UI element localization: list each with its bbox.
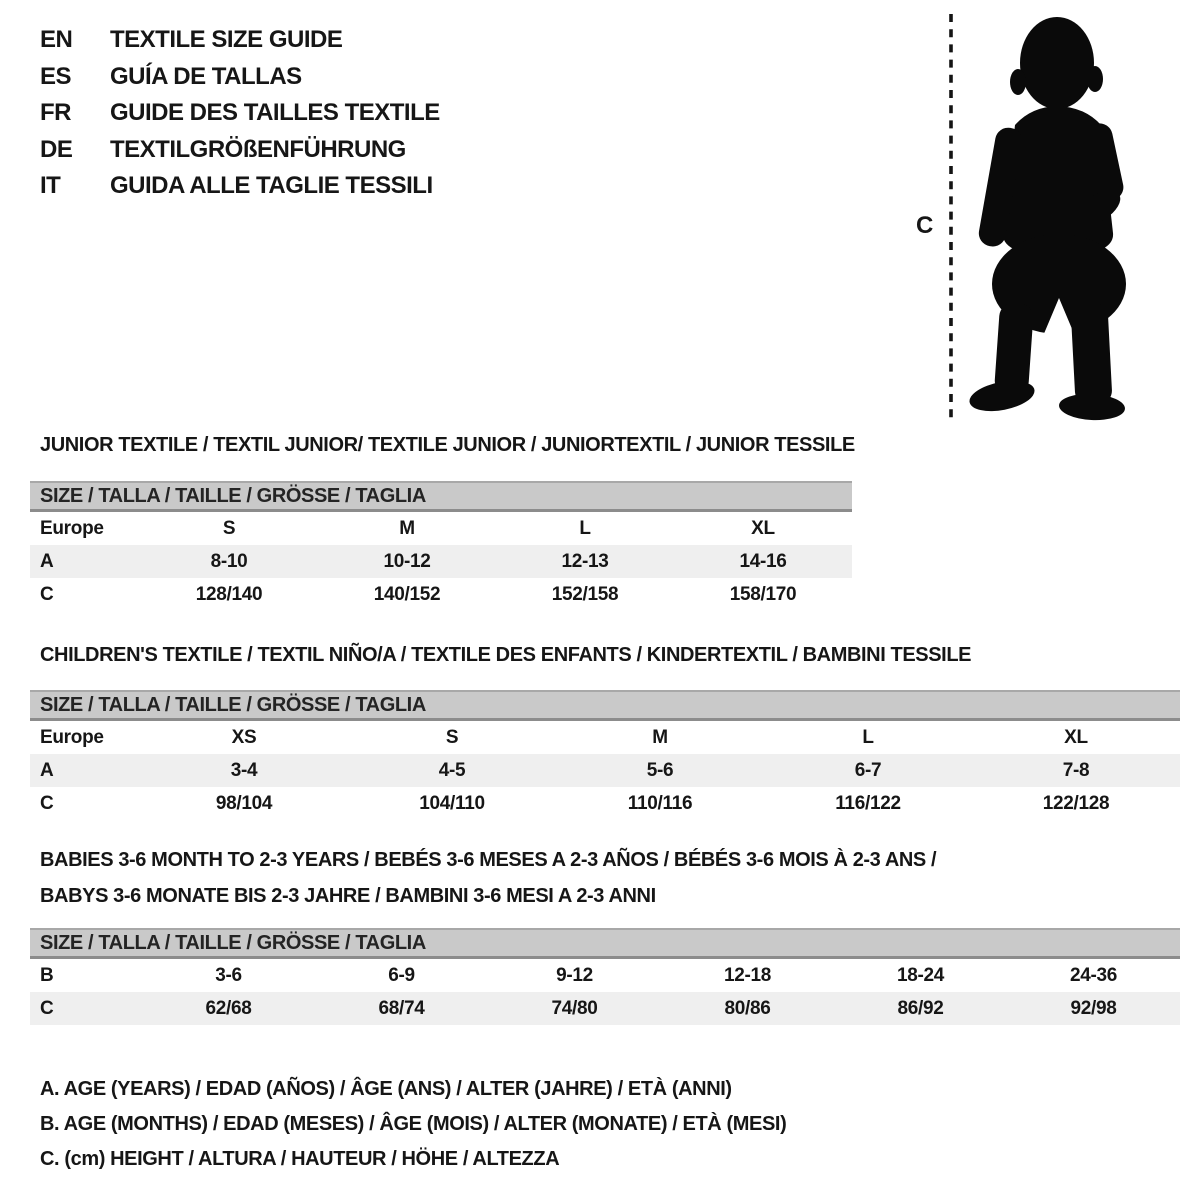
value-cell: 68/74 — [378, 997, 425, 1019]
table-row-height: C 98/104 104/110 110/116 116/122 122/128 — [30, 787, 1180, 820]
size-cell: XL — [1064, 726, 1088, 748]
language-label: GUIDA ALLE TAGLIE TESSILI — [110, 172, 433, 200]
language-row-de: DE TEXTILGRÖßENFÜHRUNG — [40, 132, 440, 169]
value-cell: 122/128 — [1042, 792, 1110, 814]
value-cell: 3-4 — [230, 759, 258, 781]
value-cell: 5-6 — [646, 759, 674, 781]
row-label: B — [40, 964, 54, 986]
language-row-it: IT GUIDA ALLE TAGLIE TESSILI — [40, 168, 440, 205]
value-cell: 140/152 — [373, 583, 441, 605]
value-cell: 104/110 — [419, 792, 485, 814]
table-junior: SIZE / TALLA / TAILLE / GRÖSSE / TAGLIA … — [30, 481, 852, 611]
language-code: EN — [40, 26, 73, 54]
value-cell: 152/158 — [551, 583, 619, 605]
row-label: Europe — [40, 517, 104, 539]
legend: A. AGE (YEARS) / EDAD (AÑOS) / ÂGE (ANS)… — [40, 1072, 787, 1177]
value-cell: 9-12 — [556, 964, 593, 986]
value-cell: 8-10 — [210, 550, 248, 572]
table-row-height: C 128/140 140/152 152/158 158/170 — [30, 578, 852, 611]
size-cell: XL — [751, 517, 775, 539]
legend-line-a: A. AGE (YEARS) / EDAD (AÑOS) / ÂGE (ANS)… — [40, 1078, 732, 1100]
row-label: A — [40, 759, 54, 781]
value-cell: 128/140 — [195, 583, 263, 605]
row-label: Europe — [40, 726, 104, 748]
babies-title-line2: BABYS 3-6 MONATE BIS 2-3 JAHRE / BAMBINI… — [40, 885, 656, 907]
size-header-bar: SIZE / TALLA / TAILLE / GRÖSSE / TAGLIA — [30, 928, 1180, 959]
size-header-bar: SIZE / TALLA / TAILLE / GRÖSSE / TAGLIA — [30, 481, 852, 512]
height-measure-line — [949, 14, 953, 420]
value-cell: 158/170 — [729, 583, 797, 605]
toddler-silhouette-icon — [969, 17, 1126, 421]
value-cell: 12-13 — [561, 550, 609, 572]
value-cell: 74/80 — [551, 997, 598, 1019]
size-cell: M — [399, 517, 415, 539]
value-cell: 6-7 — [854, 759, 882, 781]
language-label: TEXTILE SIZE GUIDE — [110, 26, 343, 54]
babies-title-line1: BABIES 3-6 MONTH TO 2-3 YEARS / BEBÉS 3-… — [40, 849, 937, 871]
row-label: C — [40, 792, 54, 814]
value-cell: 80/86 — [724, 997, 771, 1019]
language-code: FR — [40, 99, 72, 127]
language-label: GUIDE DES TAILLES TEXTILE — [110, 99, 440, 127]
table-row-months: B 3-6 6-9 9-12 12-18 18-24 24-36 — [30, 959, 1180, 992]
language-row-fr: FR GUIDE DES TAILLES TEXTILE — [40, 95, 440, 132]
value-cell: 14-16 — [739, 550, 787, 572]
table-row-height: C 62/68 68/74 74/80 80/86 86/92 92/98 — [30, 992, 1180, 1025]
language-code: IT — [40, 172, 61, 200]
language-code: ES — [40, 62, 72, 90]
size-cell: L — [862, 726, 874, 748]
legend-line-c: C. (cm) HEIGHT / ALTURA / HAUTEUR / HÖHE… — [40, 1148, 560, 1170]
value-cell: 92/98 — [1070, 997, 1117, 1019]
size-header-bar: SIZE / TALLA / TAILLE / GRÖSSE / TAGLIA — [30, 690, 1180, 721]
row-label: A — [40, 550, 54, 572]
section-title-children: CHILDREN'S TEXTILE / TEXTIL NIÑO/A / TEX… — [40, 644, 972, 666]
value-cell: 62/68 — [205, 997, 252, 1019]
value-cell: 86/92 — [897, 997, 944, 1019]
value-cell: 6-9 — [388, 964, 415, 986]
value-cell: 110/116 — [627, 792, 693, 814]
size-cell: M — [652, 726, 668, 748]
table-babies: SIZE / TALLA / TAILLE / GRÖSSE / TAGLIA … — [30, 928, 1180, 1025]
table-row-age: A 8-10 10-12 12-13 14-16 — [30, 545, 852, 578]
row-label: C — [40, 583, 54, 605]
language-label: TEXTILGRÖßENFÜHRUNG — [110, 135, 406, 163]
size-cell: S — [445, 726, 459, 748]
value-cell: 12-18 — [723, 964, 772, 986]
section-title-babies: BABIES 3-6 MONTH TO 2-3 YEARS / BEBÉS 3-… — [40, 842, 937, 914]
value-cell: 3-6 — [215, 964, 242, 986]
value-cell: 116/122 — [835, 792, 901, 814]
language-row-en: EN TEXTILE SIZE GUIDE — [40, 22, 440, 59]
value-cell: 24-36 — [1069, 964, 1118, 986]
value-cell: 10-12 — [383, 550, 431, 572]
size-cell: XS — [231, 726, 257, 748]
table-children: SIZE / TALLA / TAILLE / GRÖSSE / TAGLIA … — [30, 690, 1180, 820]
table-row-europe: Europe XS S M L XL — [30, 721, 1180, 754]
language-list: EN TEXTILE SIZE GUIDE ES GUÍA DE TALLAS … — [40, 22, 440, 205]
size-cell: S — [222, 517, 236, 539]
legend-line-b: B. AGE (MONTHS) / EDAD (MESES) / ÂGE (MO… — [40, 1113, 787, 1135]
language-label: GUÍA DE TALLAS — [110, 62, 302, 90]
value-cell: 7-8 — [1062, 759, 1090, 781]
section-title-junior: JUNIOR TEXTILE / TEXTIL JUNIOR/ TEXTILE … — [40, 434, 855, 456]
table-row-age: A 3-4 4-5 5-6 6-7 7-8 — [30, 754, 1180, 787]
size-cell: L — [579, 517, 591, 539]
language-row-es: ES GUÍA DE TALLAS — [40, 59, 440, 96]
language-code: DE — [40, 135, 73, 163]
row-label: C — [40, 997, 54, 1019]
value-cell: 98/104 — [215, 792, 273, 814]
value-cell: 4-5 — [438, 759, 466, 781]
table-row-europe: Europe S M L XL — [30, 512, 852, 545]
value-cell: 18-24 — [896, 964, 945, 986]
measure-label-c: C — [916, 212, 934, 239]
